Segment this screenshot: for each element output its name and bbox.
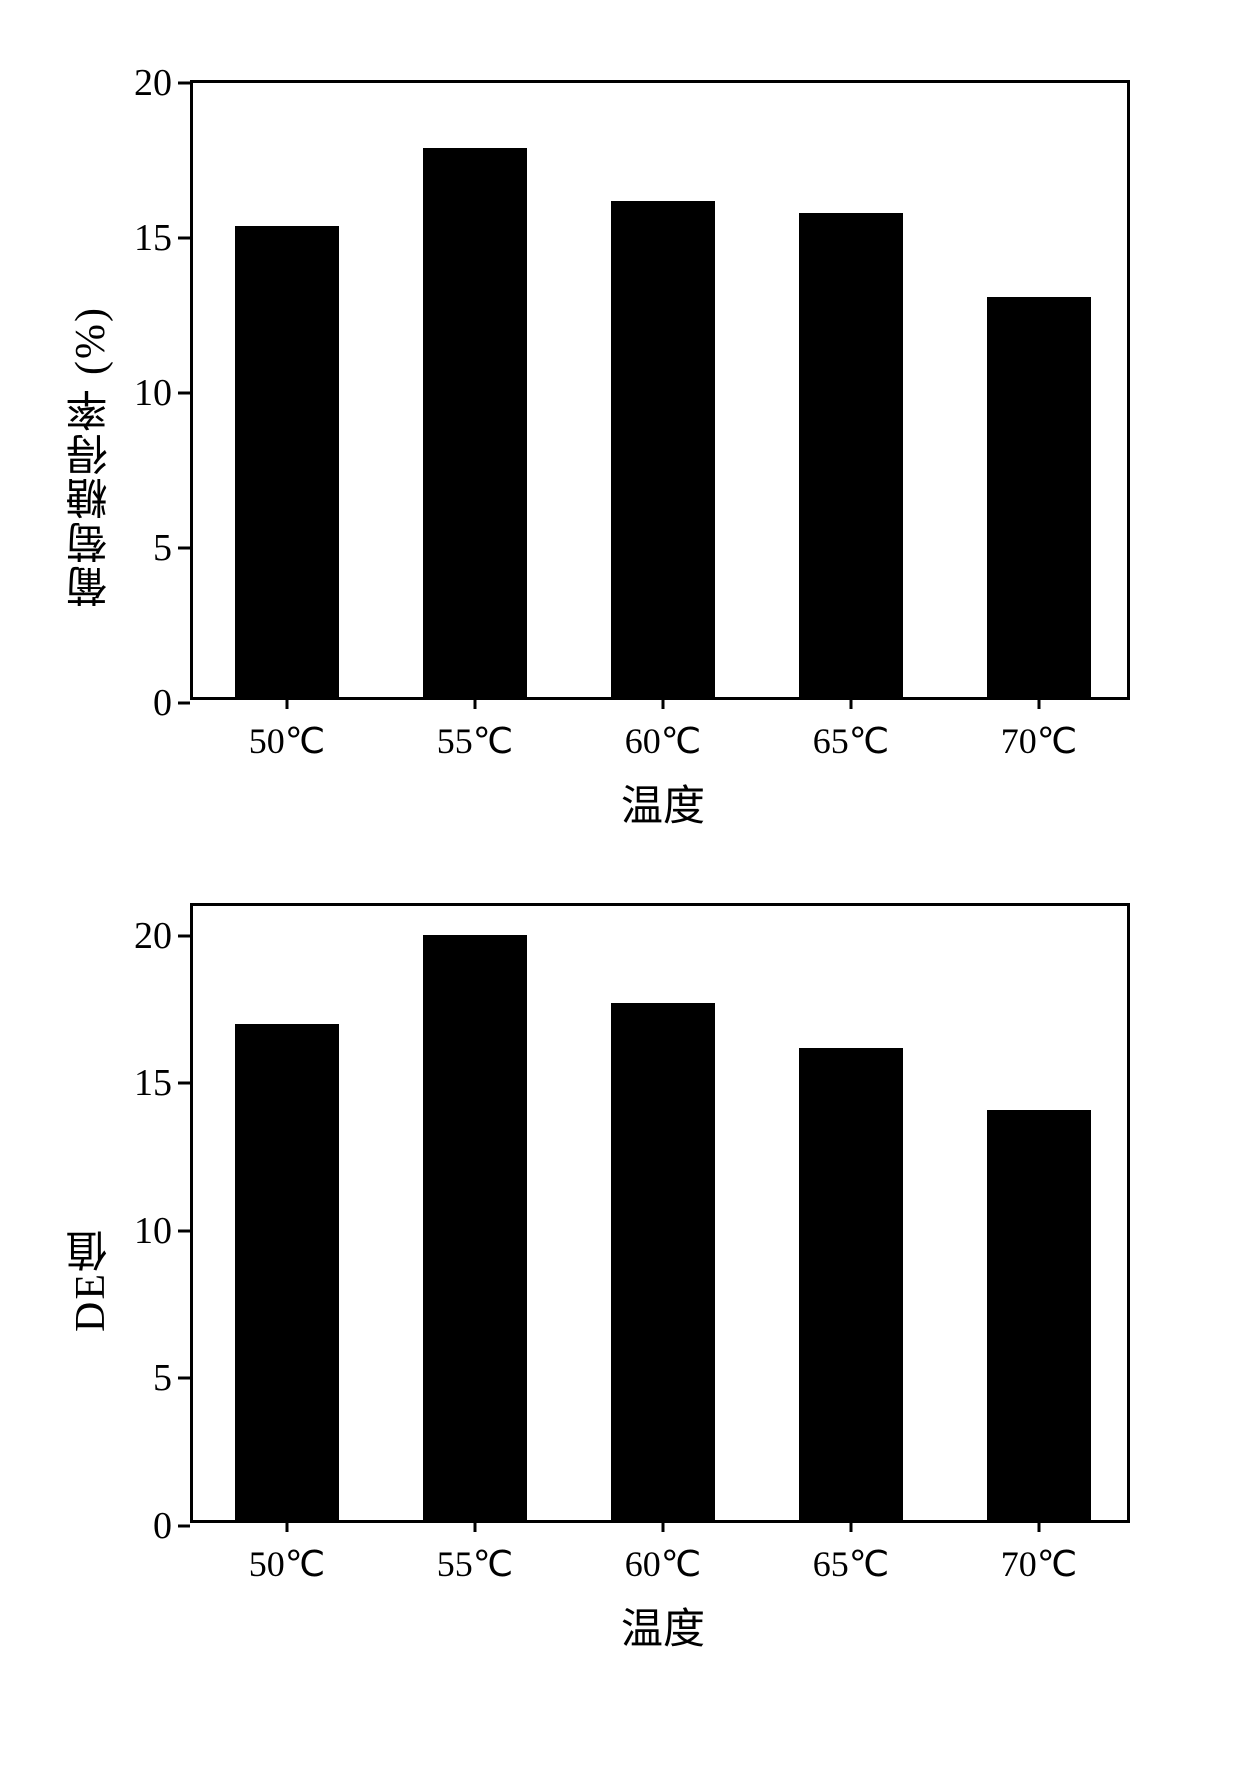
de-value-chart: DE值 0 5 10 15 20 50℃ 55℃ 60℃ 65℃ 70℃ 温度 [60,903,1180,1656]
plot-and-xaxis: 0 5 10 15 20 50℃ 55℃ 60℃ 65℃ 70℃ 温度 [120,903,1136,1656]
xtick-label: 60℃ [625,1543,701,1585]
ytick-label: 0 [153,681,172,725]
bar [799,1048,902,1520]
ytick-label: 10 [134,1209,172,1253]
bar [987,1110,1090,1520]
xtick-label: 50℃ [249,720,325,762]
ytick-label: 10 [134,371,172,415]
ytick-mark [178,1377,190,1380]
ytick-mark [178,934,190,937]
plot-row: 05101520 [120,80,1136,706]
xlabel: 温度 [190,1595,1136,1656]
plot-area [190,903,1130,1523]
plot-area [190,80,1130,700]
ytick-mark [178,1525,190,1528]
bar [987,297,1090,697]
ytick-mark [178,1082,190,1085]
ytick-label: 5 [153,526,172,570]
bar [611,1003,714,1520]
x-axis: 50℃ 55℃ 60℃ 65℃ 70℃ [190,1529,1136,1589]
plot-row: 05101520 [120,903,1136,1529]
xlabel: 温度 [190,772,1136,833]
xtick-label: 65℃ [813,1543,889,1585]
xtick-label: 55℃ [437,720,513,762]
ylabel: 葡萄糖得率 (%) [60,306,121,607]
y-axis: 05101520 [120,80,190,706]
ytick-label: 20 [134,914,172,958]
y-axis: 05101520 [120,903,190,1529]
bar [423,148,526,697]
x-axis: 50℃ 55℃ 60℃ 65℃ 70℃ [190,706,1136,766]
ytick-mark [178,392,190,395]
xtick-label: 60℃ [625,720,701,762]
page: 葡萄糖得率 (%) 0 5 10 15 20 50℃ 55℃ 60℃ 65℃ 70℃ 温度 DE… [0,0,1240,1786]
xtick-label: 50℃ [249,1543,325,1585]
ytick-label: 20 [134,61,172,105]
bar [611,201,714,697]
ytick-mark [178,237,190,240]
bar [235,226,338,697]
ytick-mark [178,82,190,85]
ytick-mark [178,702,190,705]
ytick-mark [178,547,190,550]
ylabel: DE值 [60,1228,121,1332]
xtick-label: 70℃ [1001,1543,1077,1585]
ylabel-wrap: 葡萄糖得率 (%) [60,306,120,607]
ytick-label: 15 [134,216,172,260]
ytick-label: 0 [153,1504,172,1548]
ytick-label: 15 [134,1061,172,1105]
xtick-label: 55℃ [437,1543,513,1585]
bar [235,1024,338,1520]
plot-and-xaxis: 05101520 50℃55℃60℃65℃70℃ 温度 [120,80,1136,833]
bar [799,213,902,697]
bar [423,935,526,1520]
ytick-label: 5 [153,1356,172,1400]
ytick-mark [178,1229,190,1232]
xtick-label: 65℃ [813,720,889,762]
xtick-label: 70℃ [1001,720,1077,762]
glucose-yield-chart: 葡萄糖得率 (%) 05101520 50℃55℃60℃65℃70℃ 温度 [60,80,1180,833]
ylabel-wrap: DE值 [60,1228,120,1332]
